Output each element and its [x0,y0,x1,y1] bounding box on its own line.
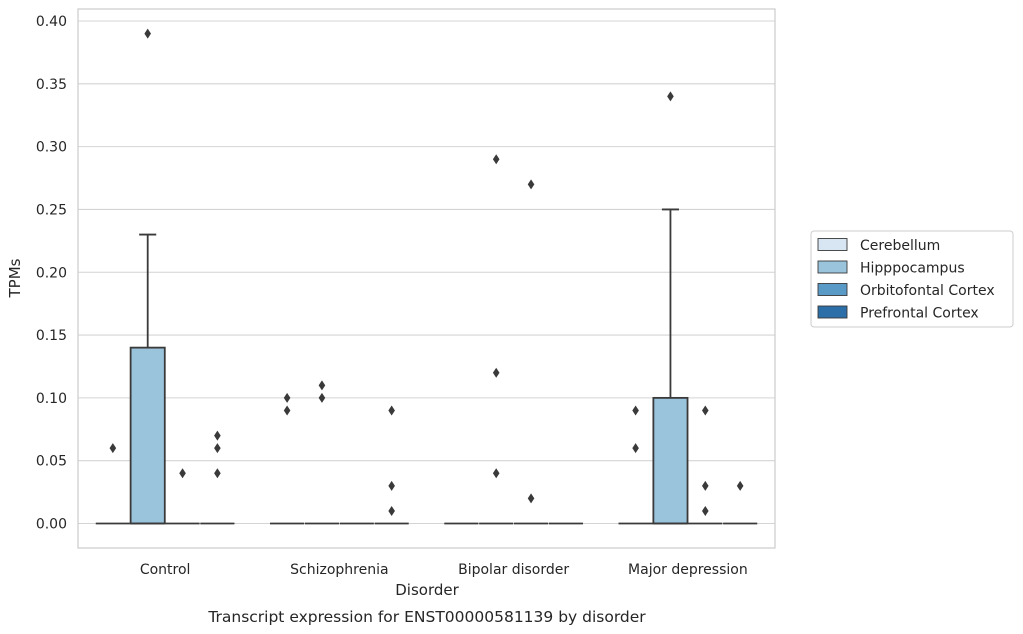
outlier-point [109,443,117,454]
outlier-point [283,392,291,403]
legend-swatch [817,260,848,274]
y-tick-label: 0.10 [36,391,67,407]
y-tick-label: 0.40 [36,14,67,30]
outlier-point [702,480,709,491]
y-tick-label: 0.20 [36,265,67,281]
outlier-point [318,392,326,403]
outlier-point [388,505,395,516]
gridlines [78,20,775,525]
legend-label: Hipppocampus [860,261,965,277]
box-body [129,346,166,525]
x-axis-ticks: Control Schizophrenia Bipolar disorder Majo… [140,562,748,578]
x-tick-label: Bipolar disorder [458,562,569,578]
y-tick-label: 0.05 [36,454,67,470]
outlier-point [492,367,500,378]
outliers [109,28,744,516]
outlier-point [144,28,151,39]
x-tick-label: Major depression [628,562,748,578]
y-axis-label: TPMs [6,258,24,298]
outlier-point [702,505,709,516]
plot-area-frame [77,8,776,549]
outlier-point [388,405,395,416]
outlier-point [214,468,221,479]
x-axis-label: Disorder [395,581,459,599]
outlier-point [318,380,326,391]
outlier-point [702,405,709,416]
y-tick-label: 0.15 [36,328,67,344]
legend: Cerebellum Hipppocampus Orbitofontal Corte… [810,230,1014,328]
y-tick-label: 0.00 [36,517,67,533]
x-tick-label: Schizophrenia [290,562,388,578]
legend-swatch [817,283,848,296]
legend-label: Prefrontal Cortex [860,306,979,322]
box-hipppocampus-0 [129,233,166,525]
outlier-point [214,443,221,454]
outlier-point [388,480,395,491]
legend-swatch [817,238,848,251]
outlier-point [214,430,221,441]
legend-frame [810,230,1014,328]
x-tick-label: Control [140,562,191,578]
outlier-point [667,91,674,102]
boxes [95,208,758,525]
outlier-point [492,154,500,165]
legend-swatch [817,305,848,319]
outlier-point [632,405,639,416]
box-hipppocampus-3 [652,208,689,525]
outlier-point [527,493,535,504]
y-tick-label: 0.25 [36,202,67,218]
outlier-point [492,468,500,479]
outlier-point [283,405,291,416]
y-tick-label: 0.35 [36,77,67,93]
outlier-point [179,468,186,479]
legend-label: Cerebellum [860,238,940,254]
outlier-point [736,480,744,491]
y-tick-label: 0.30 [36,140,67,156]
outlier-point [527,179,535,190]
y-axis-ticks: 0.00 0.05 0.10 0.15 0.20 0.25 0.30 0.35 0.40 [36,14,67,533]
chart-caption: Transcript expression for ENST0000058113… [207,608,646,626]
legend-label: Orbitofontal Cortex [860,283,995,299]
outlier-point [632,443,639,454]
box-body [652,396,689,525]
